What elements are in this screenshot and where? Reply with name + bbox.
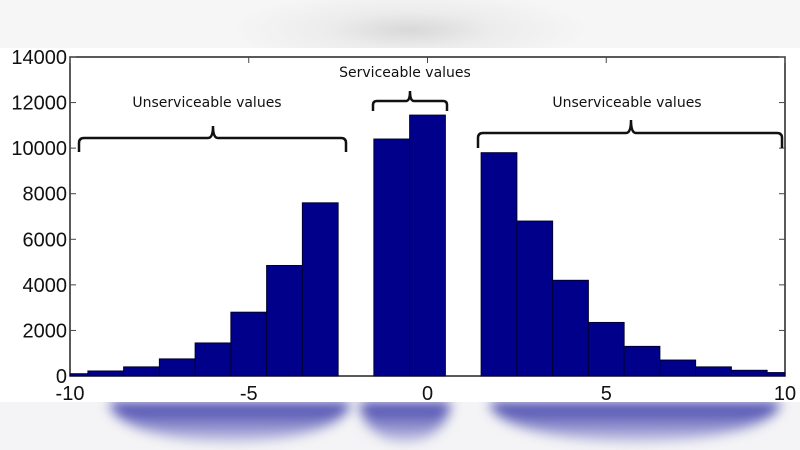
histogram-bar: [230, 311, 268, 377]
histogram-bar: [730, 369, 768, 377]
x-axis: -10 -5 0 5 10: [56, 57, 796, 405]
histogram-bar: [194, 342, 232, 377]
y-tick-label: 2000: [23, 320, 68, 342]
y-tick-label: 6000: [23, 229, 68, 251]
histogram-bar: [123, 366, 160, 377]
histogram-bar: [623, 345, 661, 377]
y-tick-label: 14000: [11, 47, 67, 69]
slide-top-shadow: [0, 0, 800, 48]
histogram-bar: [766, 372, 786, 377]
histogram-bar: [69, 373, 89, 377]
x-tick-label: 10: [774, 383, 796, 405]
histogram-bar: [587, 321, 625, 377]
histogram-bar: [301, 202, 339, 377]
histogram-bar: [552, 279, 589, 377]
y-tick-label: 10000: [11, 138, 67, 160]
y-tick-label: 4000: [23, 275, 68, 297]
y-tick-label: 8000: [23, 184, 68, 206]
histogram-bar: [87, 370, 125, 377]
histogram-bar: [659, 359, 697, 377]
x-tick-label: 0: [422, 383, 433, 405]
bracket-right: [476, 119, 784, 148]
histogram-bar: [695, 366, 732, 377]
y-tick-label: 12000: [11, 93, 67, 115]
y-tick-label: 0: [56, 366, 67, 388]
x-tick-label: -5: [240, 383, 258, 405]
histogram-bar: [373, 138, 411, 377]
annotation-unserviceable-left: Unserviceable values: [132, 95, 281, 111]
bracket-center: [371, 90, 449, 111]
annotation-brackets: [77, 90, 784, 152]
histogram-bar: [409, 114, 446, 377]
histogram-bar: [158, 358, 196, 377]
histogram-bars: [69, 114, 786, 377]
y-axis: 0 2000 4000 6000 8000 10000 12000 14000: [11, 47, 785, 388]
histogram-bar: [266, 264, 303, 377]
histogram-bar: [480, 152, 518, 377]
histogram-bar: [516, 220, 554, 377]
x-tick-label: 5: [601, 383, 612, 405]
chart-reflection: [0, 402, 800, 450]
x-tick-label: -10: [56, 383, 85, 405]
annotation-unserviceable-right: Unserviceable values: [552, 95, 701, 111]
annotation-serviceable: Serviceable values: [339, 65, 471, 81]
bracket-left: [77, 125, 348, 152]
